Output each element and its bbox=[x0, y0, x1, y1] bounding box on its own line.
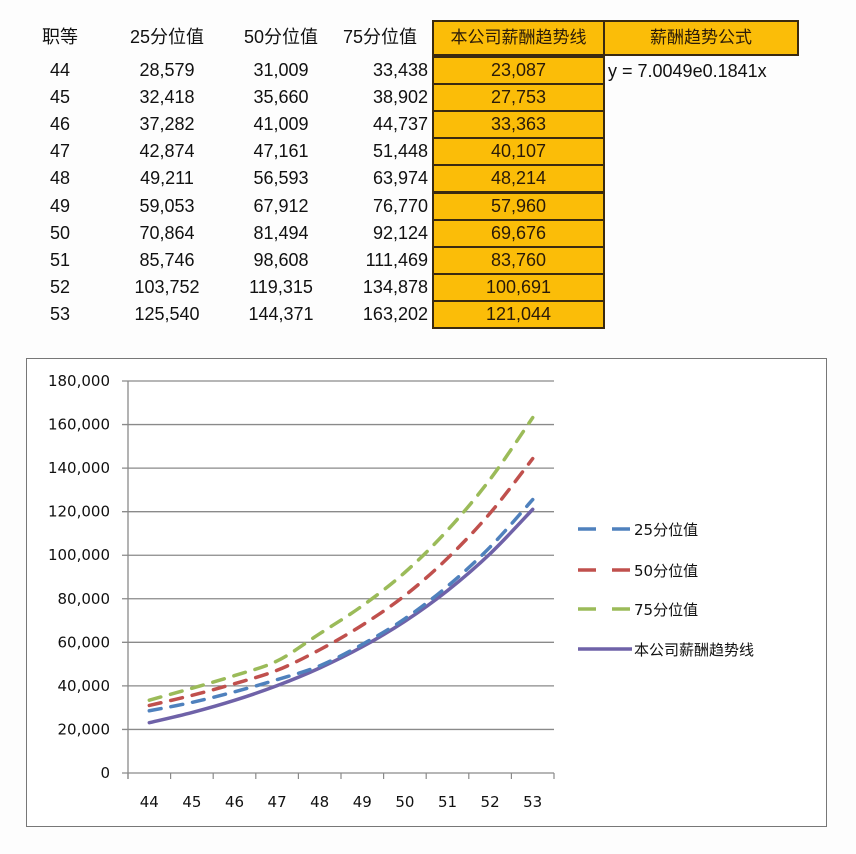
cell-p75: 51,448 bbox=[372, 141, 428, 162]
legend-label: 本公司薪酬趋势线 bbox=[634, 641, 754, 659]
cell-p50: 144,371 bbox=[248, 303, 314, 324]
cell-p50: 56,593 bbox=[253, 168, 309, 189]
cell-company: 48,214 bbox=[432, 164, 605, 194]
cell-grade: 51 bbox=[49, 249, 71, 270]
chart-frame bbox=[26, 358, 827, 827]
cell-p75: 38,902 bbox=[372, 87, 428, 108]
cell-company: 23,087 bbox=[432, 56, 605, 85]
x-tick-label: 52 bbox=[481, 793, 500, 811]
cell-p75: 163,202 bbox=[362, 303, 428, 324]
cell-p75: 33,438 bbox=[372, 60, 428, 80]
cell-p50: 41,009 bbox=[253, 114, 309, 135]
cell-p25: 42,874 bbox=[139, 141, 195, 162]
series-line-3 bbox=[147, 507, 535, 725]
y-tick-label: 20,000 bbox=[58, 720, 111, 738]
y-tick-label: 40,000 bbox=[58, 677, 111, 695]
cell-grade: 52 bbox=[49, 276, 71, 297]
x-tick-label: 51 bbox=[438, 793, 457, 811]
cell-p25: 125,540 bbox=[134, 303, 200, 324]
header-p25: 25分位值 bbox=[129, 27, 205, 47]
cell-p25: 49,211 bbox=[140, 168, 194, 189]
cell-p50: 119,315 bbox=[249, 276, 313, 297]
y-tick-label: 160,000 bbox=[48, 416, 110, 434]
cell-p25: 85,746 bbox=[139, 249, 195, 270]
x-tick-label: 46 bbox=[225, 793, 244, 811]
cell-grade: 46 bbox=[49, 114, 71, 135]
series-line-1 bbox=[147, 456, 535, 708]
x-tick-label: 45 bbox=[182, 793, 201, 811]
cell-p25: 103,752 bbox=[134, 276, 200, 297]
cell-p75: 44,737 bbox=[372, 114, 428, 135]
legend-label: 50分位值 bbox=[634, 562, 698, 580]
cell-company: 57,960 bbox=[432, 191, 605, 221]
cell-p25: 37,282 bbox=[139, 114, 195, 135]
cell-company: 69,676 bbox=[432, 218, 605, 248]
cell-p25: 28,579 bbox=[139, 60, 195, 80]
cell-p25: 59,053 bbox=[139, 195, 195, 216]
cell-grade: 47 bbox=[49, 141, 71, 162]
x-tick-label: 49 bbox=[353, 793, 372, 811]
y-tick-label: 140,000 bbox=[48, 459, 110, 477]
x-tick-label: 47 bbox=[268, 793, 287, 811]
cell-p50: 47,161 bbox=[253, 141, 309, 162]
cell-p75: 76,770 bbox=[372, 195, 428, 216]
cell-grade: 50 bbox=[49, 222, 71, 243]
x-tick-label: 44 bbox=[140, 793, 159, 811]
legend-label: 75分位值 bbox=[634, 601, 698, 619]
cell-p50: 67,912 bbox=[253, 195, 309, 216]
cell-p75: 134,878 bbox=[362, 276, 428, 297]
cell-grade: 48 bbox=[49, 168, 71, 189]
cell-p50: 81,494 bbox=[253, 222, 309, 243]
y-tick-label: 80,000 bbox=[58, 590, 111, 608]
y-tick-label: 100,000 bbox=[48, 546, 110, 564]
cell-grade: 44 bbox=[49, 60, 71, 80]
cell-p50: 98,608 bbox=[253, 249, 309, 270]
cell-p25: 32,418 bbox=[139, 87, 195, 108]
cell-grade: 45 bbox=[49, 87, 71, 108]
y-tick-label: 0 bbox=[100, 764, 110, 782]
formula-value: y = 7.0049e0.1841x bbox=[608, 61, 767, 81]
x-tick-label: 50 bbox=[395, 793, 414, 811]
header-p75: 75分位值 bbox=[342, 27, 418, 47]
cell-p75: 111,469 bbox=[365, 249, 428, 270]
cell-p50: 31,009 bbox=[253, 60, 309, 80]
header-p50: 50分位值 bbox=[243, 27, 319, 47]
legend-label: 25分位值 bbox=[634, 521, 698, 539]
cell-grade: 53 bbox=[49, 303, 71, 324]
x-tick-label: 48 bbox=[310, 793, 329, 811]
series-line-2 bbox=[147, 415, 535, 702]
cell-company: 100,691 bbox=[432, 272, 605, 302]
cell-p50: 35,660 bbox=[253, 87, 309, 108]
cell-p25: 70,864 bbox=[139, 222, 195, 243]
y-tick-label: 60,000 bbox=[58, 633, 111, 651]
cell-grade: 49 bbox=[49, 195, 71, 216]
cell-p75: 92,124 bbox=[372, 222, 428, 243]
series-line-0 bbox=[147, 497, 535, 713]
cell-company: 121,044 bbox=[432, 299, 605, 329]
header-grade: 职等 bbox=[42, 27, 78, 47]
header-formula: 薪酬趋势公式 bbox=[603, 20, 799, 56]
y-tick-label: 180,000 bbox=[48, 372, 110, 390]
cell-p75: 63,974 bbox=[372, 168, 428, 189]
cell-company: 27,753 bbox=[432, 83, 605, 113]
x-tick-label: 53 bbox=[523, 793, 542, 811]
y-tick-label: 120,000 bbox=[48, 503, 110, 521]
